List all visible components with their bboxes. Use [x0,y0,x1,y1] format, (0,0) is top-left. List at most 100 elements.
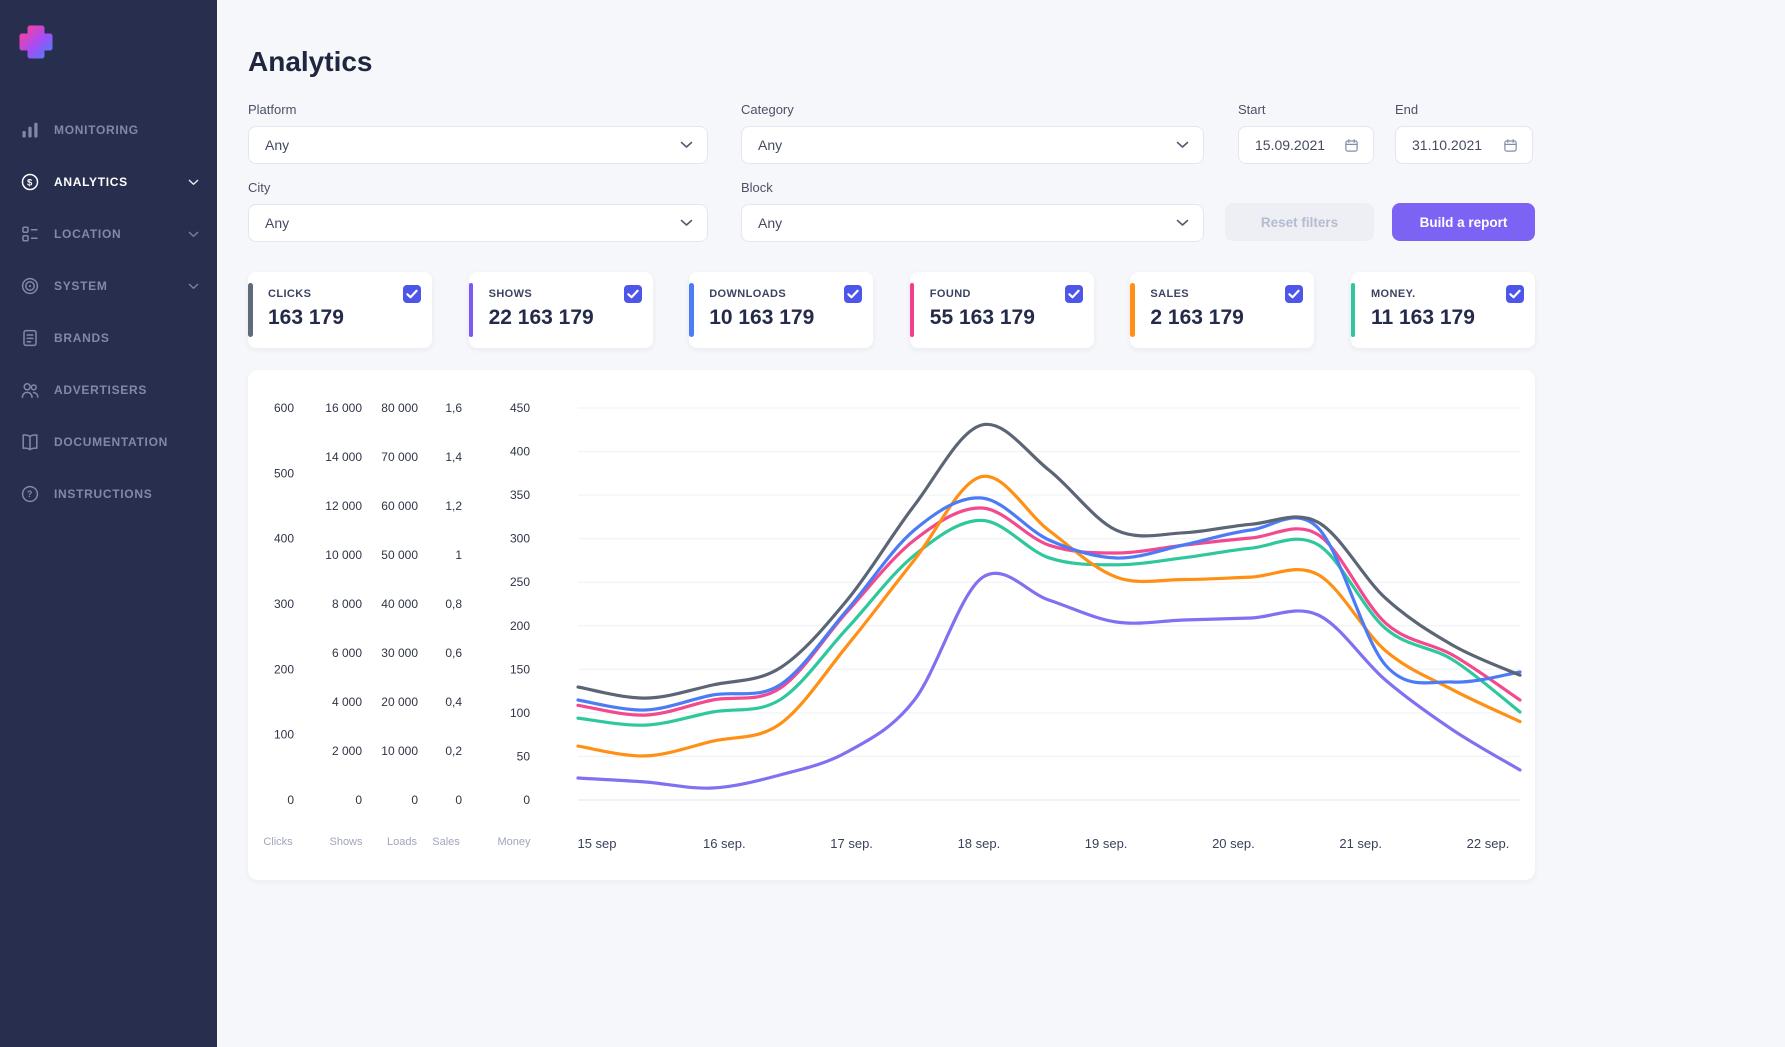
block-select[interactable]: Any [741,204,1204,242]
sidebar-item-brands[interactable]: BRANDS [0,312,217,364]
series-line-shows [576,571,1522,790]
category-filter: Category Any [741,102,1204,164]
sidebar-item-instructions[interactable]: ? INSTRUCTIONS [0,468,217,520]
sidebar-item-advertisers[interactable]: ADVERTISERS [0,364,217,416]
axis-tick: 50 [517,749,531,763]
x-axis-label: 16 sep. [703,836,746,851]
end-date-value: 31.10.2021 [1412,137,1483,153]
build-report-button[interactable]: Build a report [1392,203,1535,241]
axis-tick: 300 [274,597,294,611]
axis-tick: 0,8 [445,597,462,611]
axis-tick: 2 000 [332,744,362,758]
sidebar-item-label: ANALYTICS [54,175,128,189]
category-select[interactable]: Any [741,126,1204,164]
sidebar-item-label: BRANDS [54,331,110,345]
axis-tick: 200 [510,619,530,633]
city-select[interactable]: Any [248,204,708,242]
series-line-clicks [576,422,1522,700]
stat-label: SALES [1150,288,1190,300]
axis-tick: 100 [274,728,294,742]
stat-card-clicks: CLICKS 163 179 [248,272,432,348]
stat-label: CLICKS [268,288,312,300]
calendar-icon [1504,138,1517,152]
sidebar-item-monitoring[interactable]: MONITORING [0,104,217,156]
stat-checkbox[interactable] [844,285,863,303]
sidebar-item-analytics[interactable]: $ ANALYTICS [0,156,217,208]
stat-card-found: FOUND 55 163 179 [909,272,1094,348]
stat-checkbox[interactable] [623,285,642,303]
x-axis-label: 22 sep. [1467,836,1510,851]
start-date-value: 15.09.2021 [1255,137,1326,153]
chevron-down-icon [188,179,199,185]
axis-tick: 200 [274,662,294,676]
axis-name: Sales [432,836,460,848]
end-date-label: End [1395,102,1419,117]
series-line-money [576,518,1522,727]
axis-tick: 0 [355,793,362,807]
document-icon [20,328,40,348]
sidebar-nav: MONITORING $ ANALYTICS LOCATION SYSTEM BRANDS… [0,104,217,520]
category-label: Category [741,102,794,117]
sidebar-item-label: ADVERTISERS [54,383,148,397]
axis-tick: 4 000 [332,695,362,709]
axis-tick: 0 [411,793,418,807]
axis-tick: 10 000 [325,548,362,562]
axis-tick: 400 [510,445,530,459]
bar-chart-icon [20,120,40,140]
sidebar: MONITORING $ ANALYTICS LOCATION SYSTEM BRANDS… [0,0,217,1047]
axis-tick: 150 [510,662,530,676]
stat-checkbox[interactable] [403,285,421,303]
axis-tick: 12 000 [325,499,362,513]
stat-value: 55 163 179 [929,306,1035,329]
axis-tick: 70 000 [381,450,418,464]
axis-tick: 100 [510,706,530,720]
sidebar-item-system[interactable]: SYSTEM [0,260,217,312]
app-logo[interactable] [16,22,56,62]
axis-tick: 1 [455,548,462,562]
series-line-sales [576,474,1522,758]
axis-name: Loads [387,836,417,848]
sidebar-item-label: INSTRUCTIONS [54,487,153,501]
start-date-filter: Start 15.09.2021 [1238,102,1374,164]
x-axis-label: 19 sep. [1085,836,1128,851]
chevron-down-icon [188,231,199,237]
layout-list-icon [20,224,40,244]
stat-checkbox[interactable] [1064,285,1083,303]
stat-accent-bar [689,283,694,337]
stat-accent-bar [468,283,474,337]
filters-panel: Platform Any Category Any Start 15.09.20… [248,102,1535,242]
axis-tick: 6 000 [332,646,362,660]
stat-checkbox[interactable] [1285,285,1304,303]
series-line-found [576,506,1522,717]
x-axis-label: 17 sep. [830,836,873,851]
axis-tick: 0 [455,793,462,807]
start-date-input[interactable]: 15.09.2021 [1238,126,1374,164]
stat-value: 163 179 [268,306,344,329]
start-date-label: Start [1238,102,1266,117]
platform-filter: Platform Any [248,102,708,164]
end-date-input[interactable]: 31.10.2021 [1395,126,1533,164]
sidebar-item-location[interactable]: LOCATION [0,208,217,260]
stat-checkbox[interactable] [1505,285,1524,303]
stat-accent-bar [248,283,253,337]
plus-logo-icon [19,25,53,59]
reset-filters-button[interactable]: Reset filters [1225,203,1374,241]
sidebar-item-label: DOCUMENTATION [54,435,168,449]
axis-tick: 350 [510,488,530,502]
stat-label: SHOWS [488,288,533,300]
users-icon [20,380,40,400]
stat-label: DOWNLOADS [709,288,787,300]
axis-tick: 30 000 [381,646,418,660]
stat-accent-bar [1130,283,1135,337]
axis-tick: 0,2 [445,744,462,758]
axis-tick: 450 [510,401,530,415]
stat-value: 2 163 179 [1150,306,1244,329]
stat-accent-bar [1350,283,1356,337]
axis-tick: 0,6 [445,646,462,660]
platform-select[interactable]: Any [248,126,708,164]
axis-tick: 500 [274,466,294,480]
sidebar-item-documentation[interactable]: DOCUMENTATION [0,416,217,468]
axis-tick: 20 000 [381,695,418,709]
